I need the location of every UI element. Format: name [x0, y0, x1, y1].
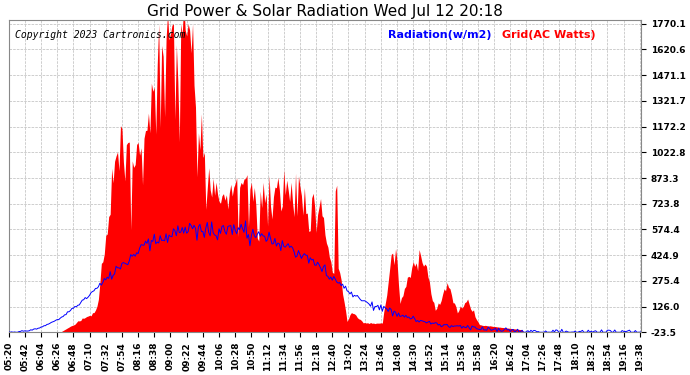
Text: Grid(AC Watts): Grid(AC Watts)	[502, 30, 595, 40]
Text: Radiation(w/m2): Radiation(w/m2)	[388, 30, 492, 40]
Title: Grid Power & Solar Radiation Wed Jul 12 20:18: Grid Power & Solar Radiation Wed Jul 12 …	[147, 4, 503, 19]
Text: Copyright 2023 Cartronics.com: Copyright 2023 Cartronics.com	[15, 30, 186, 40]
